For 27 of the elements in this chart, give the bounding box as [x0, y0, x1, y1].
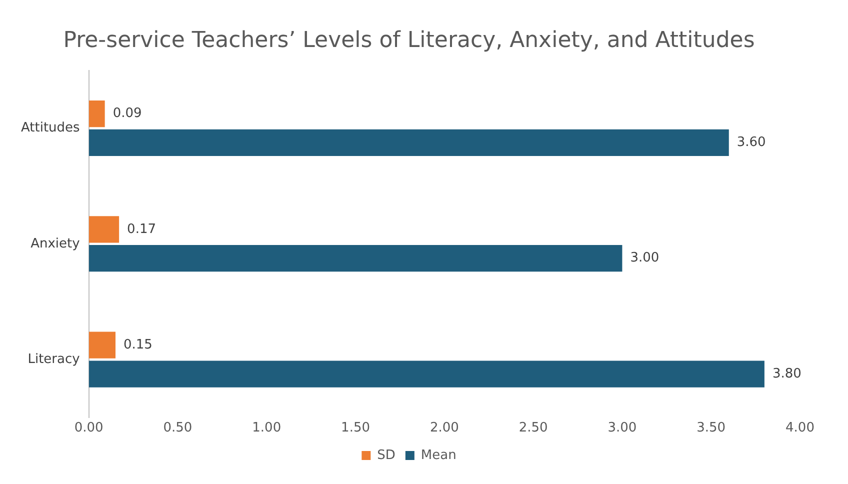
bar: [88, 100, 105, 128]
x-tick-label: 0.50: [163, 420, 192, 436]
x-tick-label: 3.00: [608, 420, 637, 436]
x-tick-label: 2.50: [518, 420, 548, 436]
chart-title: Pre-service Teachers’ Levels of Literacy, Anxiety, and Attitudes: [63, 28, 755, 53]
data-label: 0.09: [112, 106, 142, 122]
legend-label: SD: [377, 448, 396, 463]
bar: [88, 129, 729, 156]
data-label: 3.60: [736, 135, 766, 150]
data-label: 0.15: [124, 337, 152, 352]
data-label: 3.00: [630, 250, 660, 266]
x-tick-label: 0.00: [74, 420, 104, 436]
x-tick-label: 1.00: [252, 420, 282, 436]
bar: [88, 216, 120, 243]
x-tick-label: 1.50: [341, 420, 370, 436]
y-tick-label: Attitudes: [20, 120, 80, 136]
x-tick-label: 4.00: [786, 420, 814, 436]
bar: [88, 332, 116, 358]
x-tick-label: 2.00: [430, 420, 459, 436]
data-label: 0.17: [127, 222, 156, 237]
y-tick-label: Literacy: [28, 352, 80, 367]
legend-label: Mean: [420, 448, 456, 463]
x-tick-label: 3.50: [696, 420, 726, 436]
bar: [88, 245, 622, 272]
data-label: 3.80: [772, 366, 802, 382]
bar: [88, 360, 764, 388]
y-tick-label: Anxiety: [30, 236, 80, 252]
